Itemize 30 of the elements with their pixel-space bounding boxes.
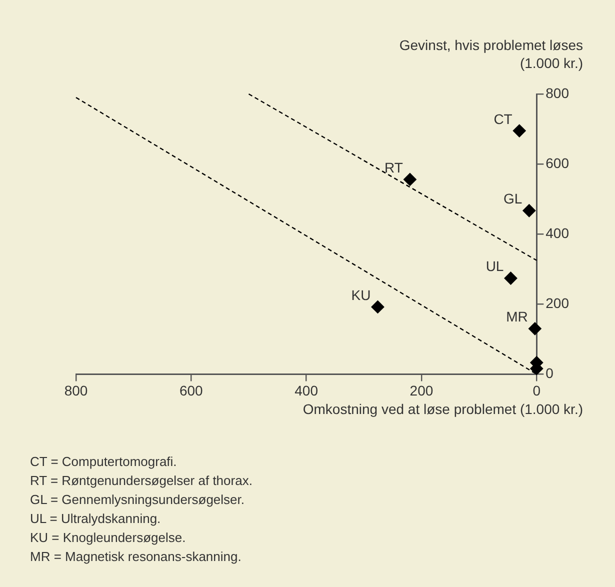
point xyxy=(512,124,526,138)
y-tick-label: 0 xyxy=(546,365,554,382)
x-tick-label: 400 xyxy=(294,382,318,398)
annotation: CT xyxy=(494,110,513,127)
annotation: KU xyxy=(351,286,371,303)
x-tick-label: 600 xyxy=(179,382,204,398)
point xyxy=(522,204,536,218)
point xyxy=(403,172,416,186)
text: CT = Computertomografi. xyxy=(30,453,178,471)
x-tick-label: 200 xyxy=(410,382,434,398)
point xyxy=(528,322,542,336)
annotation: RT xyxy=(384,159,404,176)
point xyxy=(371,300,384,314)
y-tick-label: 200 xyxy=(546,295,570,312)
y-axis-title: Gevinst, hvis problemet løses (1.000 kr.) xyxy=(398,36,583,72)
y-tick-label: 400 xyxy=(546,224,570,241)
y-tick-label: 600 xyxy=(546,154,570,171)
point xyxy=(504,272,518,285)
text: KU = Knogleundersøgelse. xyxy=(30,529,187,547)
x-tick-label: 0 xyxy=(532,382,541,398)
annotation: UL xyxy=(486,258,504,274)
text: MR = Magnetisk resonans-skanning. xyxy=(30,548,242,566)
x-tick-label: 800 xyxy=(64,382,88,398)
text: GL = Gennemlysningsundersøgelser. xyxy=(30,491,246,509)
annotation: GL xyxy=(503,190,522,207)
text: RT = Røntgenundersøgelser af thorax. xyxy=(30,472,252,490)
x-axis-title: Omkostning ved at løse problemet (1.000 kr.) xyxy=(302,401,583,417)
text: UL = Ultralydskanning. xyxy=(30,510,162,528)
y-tick-label: 800 xyxy=(546,84,570,101)
annotation: MR xyxy=(506,308,528,325)
